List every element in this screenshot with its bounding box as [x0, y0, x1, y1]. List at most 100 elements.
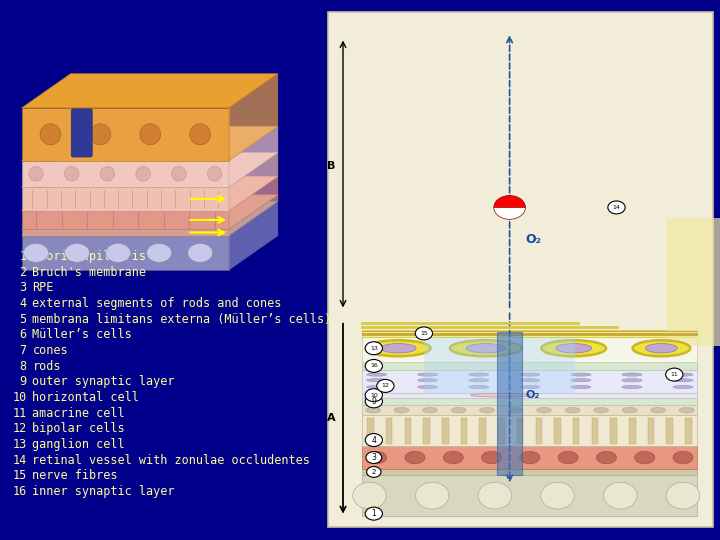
- Bar: [362, 475, 698, 516]
- Text: 1: 1: [372, 509, 376, 518]
- Text: rods: rods: [32, 360, 61, 373]
- Bar: [517, 417, 523, 444]
- Circle shape: [365, 389, 382, 402]
- Ellipse shape: [190, 124, 210, 145]
- Ellipse shape: [65, 166, 79, 181]
- Circle shape: [366, 451, 382, 463]
- Circle shape: [365, 342, 382, 355]
- Ellipse shape: [451, 407, 466, 413]
- Text: 12: 12: [382, 383, 390, 388]
- Bar: [667, 218, 720, 346]
- Polygon shape: [22, 201, 278, 236]
- Circle shape: [608, 201, 625, 214]
- Polygon shape: [22, 229, 229, 236]
- Text: 3: 3: [19, 281, 27, 294]
- Text: A: A: [327, 414, 336, 423]
- Ellipse shape: [478, 482, 512, 509]
- Text: 12: 12: [12, 422, 27, 435]
- Text: Bruch's membrane: Bruch's membrane: [32, 266, 146, 279]
- Polygon shape: [229, 177, 278, 229]
- Circle shape: [366, 467, 381, 477]
- Text: 10: 10: [12, 391, 27, 404]
- Text: 5: 5: [19, 313, 27, 326]
- Text: B: B: [328, 161, 336, 171]
- Ellipse shape: [469, 373, 489, 376]
- Ellipse shape: [520, 451, 540, 464]
- Ellipse shape: [651, 407, 665, 413]
- Circle shape: [365, 360, 382, 373]
- Ellipse shape: [541, 340, 606, 356]
- Ellipse shape: [556, 343, 592, 353]
- Bar: [611, 417, 617, 444]
- Text: 14: 14: [12, 454, 27, 467]
- Bar: [367, 417, 374, 444]
- Text: 11: 11: [12, 407, 27, 420]
- Polygon shape: [22, 187, 229, 211]
- Ellipse shape: [622, 386, 642, 389]
- Polygon shape: [22, 211, 229, 229]
- Bar: [461, 417, 467, 444]
- Text: outer synaptic layer: outer synaptic layer: [32, 375, 175, 388]
- Text: inner synaptic layer: inner synaptic layer: [32, 485, 175, 498]
- Bar: [442, 417, 449, 444]
- Ellipse shape: [423, 407, 438, 413]
- Ellipse shape: [366, 386, 387, 389]
- Ellipse shape: [171, 166, 186, 181]
- Bar: [629, 417, 636, 444]
- Polygon shape: [22, 126, 278, 160]
- Bar: [362, 337, 698, 362]
- Bar: [362, 405, 698, 415]
- Text: amacrine cell: amacrine cell: [32, 407, 125, 420]
- Text: horizontal cell: horizontal cell: [32, 391, 139, 404]
- Ellipse shape: [471, 393, 531, 397]
- Ellipse shape: [405, 451, 425, 464]
- Ellipse shape: [366, 379, 387, 382]
- Polygon shape: [22, 73, 278, 108]
- Ellipse shape: [90, 124, 111, 145]
- Bar: [362, 469, 698, 475]
- Polygon shape: [229, 201, 278, 270]
- Ellipse shape: [466, 343, 505, 353]
- Ellipse shape: [541, 482, 575, 509]
- Ellipse shape: [29, 166, 43, 181]
- Circle shape: [415, 327, 433, 340]
- Text: 1: 1: [19, 250, 27, 263]
- Polygon shape: [22, 236, 229, 270]
- Ellipse shape: [508, 407, 523, 413]
- Ellipse shape: [480, 407, 495, 413]
- Text: 9: 9: [372, 397, 377, 406]
- Text: 13: 13: [370, 346, 378, 351]
- Ellipse shape: [673, 386, 693, 389]
- Ellipse shape: [536, 407, 552, 413]
- Ellipse shape: [673, 373, 693, 376]
- Ellipse shape: [622, 379, 642, 382]
- Ellipse shape: [366, 340, 431, 356]
- Polygon shape: [229, 153, 278, 211]
- Ellipse shape: [596, 451, 616, 464]
- Bar: [536, 417, 542, 444]
- FancyBboxPatch shape: [71, 109, 92, 157]
- Ellipse shape: [380, 343, 416, 353]
- Bar: [423, 417, 430, 444]
- Polygon shape: [22, 195, 278, 229]
- Text: bipolar cells: bipolar cells: [32, 422, 125, 435]
- Bar: [667, 417, 673, 444]
- Bar: [362, 415, 698, 446]
- Ellipse shape: [666, 482, 700, 509]
- Bar: [480, 417, 486, 444]
- Text: 8: 8: [19, 360, 27, 373]
- Bar: [554, 417, 561, 444]
- Ellipse shape: [140, 124, 161, 145]
- Bar: [424, 337, 575, 393]
- Text: retinal vessel with zonulae occludentes: retinal vessel with zonulae occludentes: [32, 454, 310, 467]
- Bar: [362, 330, 698, 337]
- Text: membrana limitans externa (Müller’s cells): membrana limitans externa (Müller’s cell…: [32, 313, 332, 326]
- Circle shape: [365, 434, 382, 447]
- Ellipse shape: [558, 451, 578, 464]
- Text: 2: 2: [19, 266, 27, 279]
- Text: 7: 7: [19, 344, 27, 357]
- Ellipse shape: [622, 407, 637, 413]
- Circle shape: [365, 395, 382, 408]
- Circle shape: [665, 368, 683, 381]
- Ellipse shape: [366, 407, 381, 413]
